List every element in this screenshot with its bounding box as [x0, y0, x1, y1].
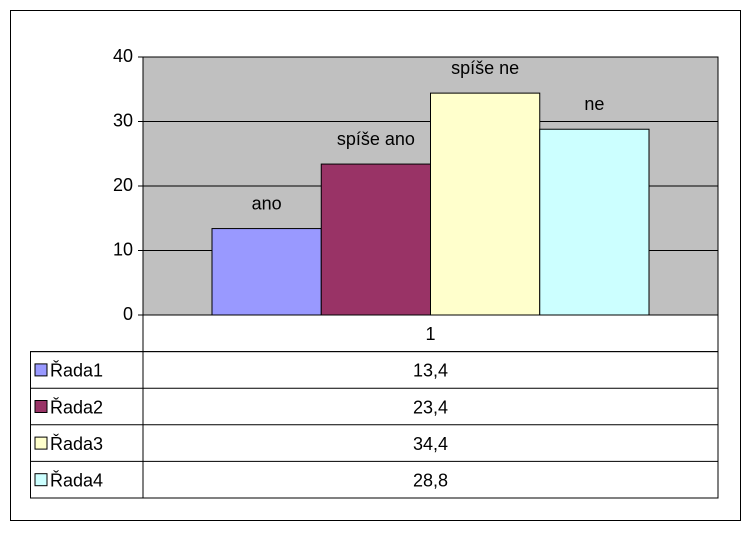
bar-annotation: spíše ano	[337, 129, 415, 149]
legend-label: Řada1	[50, 361, 103, 381]
bar-annotation: ne	[584, 94, 604, 114]
bar	[320, 163, 431, 316]
y-tick-label: 10	[113, 239, 133, 259]
legend-swatch	[34, 473, 48, 487]
bar-annotation: spíše ne	[451, 58, 519, 78]
y-tick-label: 20	[113, 175, 133, 195]
legend-swatch	[34, 363, 48, 377]
legend-label: Řada4	[50, 470, 103, 490]
legend-swatch	[34, 400, 48, 413]
bar-annotation: ano	[252, 193, 282, 213]
y-tick-label: 0	[123, 304, 133, 324]
bar	[430, 92, 541, 316]
legend-label: Řada2	[50, 397, 103, 417]
table-value: 34,4	[413, 434, 448, 454]
table-value: 23,4	[413, 397, 448, 417]
y-tick-label: 30	[113, 110, 133, 130]
legend-label: Řada3	[50, 434, 103, 454]
bar	[539, 128, 650, 316]
legend-swatch	[34, 436, 48, 450]
y-tick-label: 40	[113, 46, 133, 66]
bar	[211, 228, 322, 316]
table-value: 13,4	[413, 361, 448, 381]
table-value: 28,8	[413, 470, 448, 490]
x-tick-label: 1	[425, 324, 435, 344]
